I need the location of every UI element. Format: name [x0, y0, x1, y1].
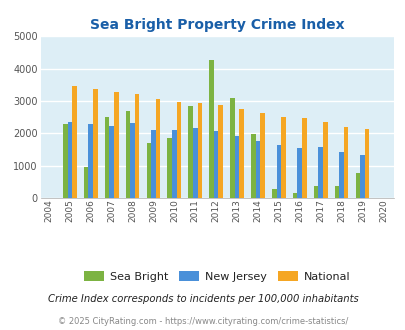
Bar [213, 131, 218, 198]
Bar [292, 193, 297, 198]
Bar [281, 117, 285, 198]
Bar [239, 109, 243, 198]
Bar [104, 116, 109, 198]
Bar [63, 124, 67, 198]
Bar [343, 127, 347, 198]
Bar [276, 145, 281, 198]
Bar [209, 60, 213, 198]
Bar [109, 126, 114, 198]
Bar [339, 152, 343, 198]
Bar [156, 99, 160, 198]
Bar [188, 106, 192, 198]
Bar [271, 189, 276, 198]
Bar [250, 134, 255, 198]
Bar [72, 86, 77, 198]
Bar [355, 173, 359, 198]
Bar [126, 111, 130, 198]
Bar [301, 118, 306, 198]
Bar [255, 141, 260, 198]
Bar [151, 130, 156, 198]
Text: Crime Index corresponds to incidents per 100,000 inhabitants: Crime Index corresponds to incidents per… [47, 294, 358, 304]
Bar [114, 92, 118, 198]
Text: © 2025 CityRating.com - https://www.cityrating.com/crime-statistics/: © 2025 CityRating.com - https://www.city… [58, 317, 347, 326]
Bar [167, 138, 172, 198]
Bar [88, 124, 93, 198]
Bar [322, 122, 327, 198]
Bar [230, 98, 234, 198]
Bar [364, 129, 369, 198]
Bar [334, 186, 339, 198]
Bar [260, 113, 264, 198]
Bar [218, 105, 222, 198]
Bar [172, 130, 176, 198]
Bar [313, 186, 318, 198]
Bar [134, 93, 139, 198]
Bar [359, 155, 364, 198]
Bar [234, 136, 239, 198]
Bar [176, 102, 181, 198]
Bar [130, 123, 134, 198]
Bar [318, 147, 322, 198]
Bar [67, 122, 72, 198]
Bar [84, 167, 88, 198]
Bar [192, 128, 197, 198]
Bar [197, 103, 202, 198]
Title: Sea Bright Property Crime Index: Sea Bright Property Crime Index [90, 18, 344, 32]
Legend: Sea Bright, New Jersey, National: Sea Bright, New Jersey, National [80, 267, 354, 286]
Bar [146, 143, 151, 198]
Bar [297, 148, 301, 198]
Bar [93, 89, 98, 198]
